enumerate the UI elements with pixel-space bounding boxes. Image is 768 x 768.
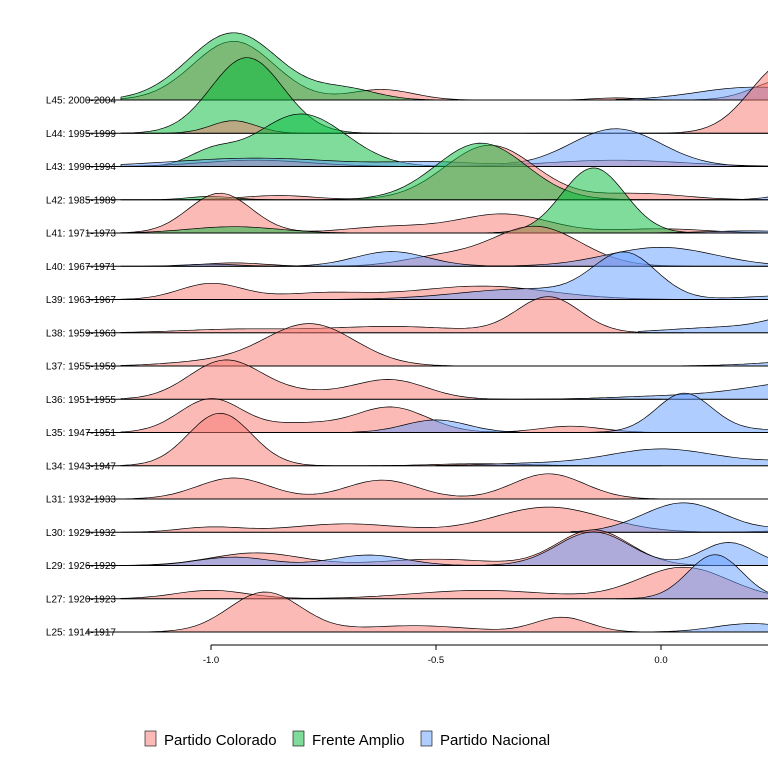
density-partido-nacional-l45 <box>615 86 768 101</box>
x-axis: -1.0-0.50.00.51.0 <box>203 644 768 666</box>
density-partido-nacional-l38 <box>638 319 768 334</box>
ridge-row-l34-1943-1947 <box>86 412 768 467</box>
ridge-row-l41-1971-1973 <box>86 167 768 234</box>
row-label: L44: 1995-1999 <box>46 129 117 140</box>
row-label: L34: 1943-1947 <box>46 461 117 472</box>
ridge-row-l45-2000-2004 <box>86 32 768 101</box>
ridge-row-l35-1947-1951 <box>86 392 768 433</box>
row-label: L37: 1955-1959 <box>46 362 117 373</box>
row-label: L41: 1971-1973 <box>46 229 117 240</box>
row-label: L27: 1920-1923 <box>46 594 117 605</box>
density-partido-nacional-l30 <box>570 502 768 533</box>
row-label: L40: 1967-1971 <box>46 262 117 273</box>
row-label: L35: 1947-1951 <box>46 428 117 439</box>
legend-label-partido-nacional: Partido Nacional <box>440 732 550 749</box>
ridge-row-l38-1959-1963 <box>86 296 768 334</box>
row-label: L45: 2000-2004 <box>46 96 117 107</box>
density-partido-nacional-l25 <box>571 623 768 633</box>
row-label: L43: 1990-1994 <box>46 162 117 173</box>
legend-label-frente-amplio: Frente Amplio <box>312 732 405 749</box>
density-partido-nacional-l29 <box>120 531 768 566</box>
x-tick-label: 0.0 <box>654 655 667 666</box>
x-tick-label: -1.0 <box>203 655 219 666</box>
row-labels: L45: 2000-2004 L44: 1995-1999 L43: 1990-19… <box>46 96 117 639</box>
row-label: L30: 1929-1932 <box>46 528 117 539</box>
density-partido-nacional-l36 <box>480 384 768 400</box>
density-partido-colorado-l27 <box>120 566 768 600</box>
ridge-row-l36-1951-1955 <box>86 359 768 400</box>
ridge-row-l42-1985-1989 <box>86 142 768 201</box>
row-label: L38: 1959-1963 <box>46 328 117 339</box>
legend-label-partido-colorado: Partido Colorado <box>164 732 277 749</box>
density-partido-colorado-l38 <box>120 296 684 334</box>
row-label: L42: 1985-1989 <box>46 195 117 206</box>
ridge-row-l39-1963-1967 <box>86 251 768 300</box>
ridge-row-l30-1929-1932 <box>86 502 768 533</box>
row-label: L31: 1932-1933 <box>46 495 117 506</box>
row-label: L39: 1963-1967 <box>46 295 117 306</box>
density-partido-nacional-l37 <box>638 362 768 367</box>
density-partido-nacional-l34 <box>435 448 768 467</box>
density-frente-amplio-l45 <box>120 32 437 101</box>
legend-swatch-partido-colorado <box>144 730 157 747</box>
density-partido-nacional-l43 <box>120 128 768 167</box>
ridge-row-l29-1926-1929 <box>86 529 768 566</box>
density-partido-nacional-l27 <box>615 554 768 600</box>
ridges-layer <box>86 32 768 633</box>
legend-swatch-partido-nacional <box>420 730 433 747</box>
ridge-row-l37-1955-1959 <box>86 323 768 367</box>
x-tick-label: -0.5 <box>428 655 444 666</box>
ridge-row-l31-1932-1933 <box>86 473 768 500</box>
row-label: L29: 1926-1929 <box>46 561 117 572</box>
density-partido-nacional-l35 <box>301 392 768 433</box>
ridge-row-l25-1914-1917 <box>86 591 768 633</box>
legend-swatch-frente-amplio <box>292 730 305 747</box>
row-label: L36: 1951-1955 <box>46 395 117 406</box>
density-frente-amplio-l44 <box>120 57 392 134</box>
legend: Partido Colorado Frente Amplio Partido N… <box>144 730 550 749</box>
density-partido-colorado-l31 <box>120 473 751 500</box>
row-label: L25: 1914-1917 <box>46 628 117 639</box>
